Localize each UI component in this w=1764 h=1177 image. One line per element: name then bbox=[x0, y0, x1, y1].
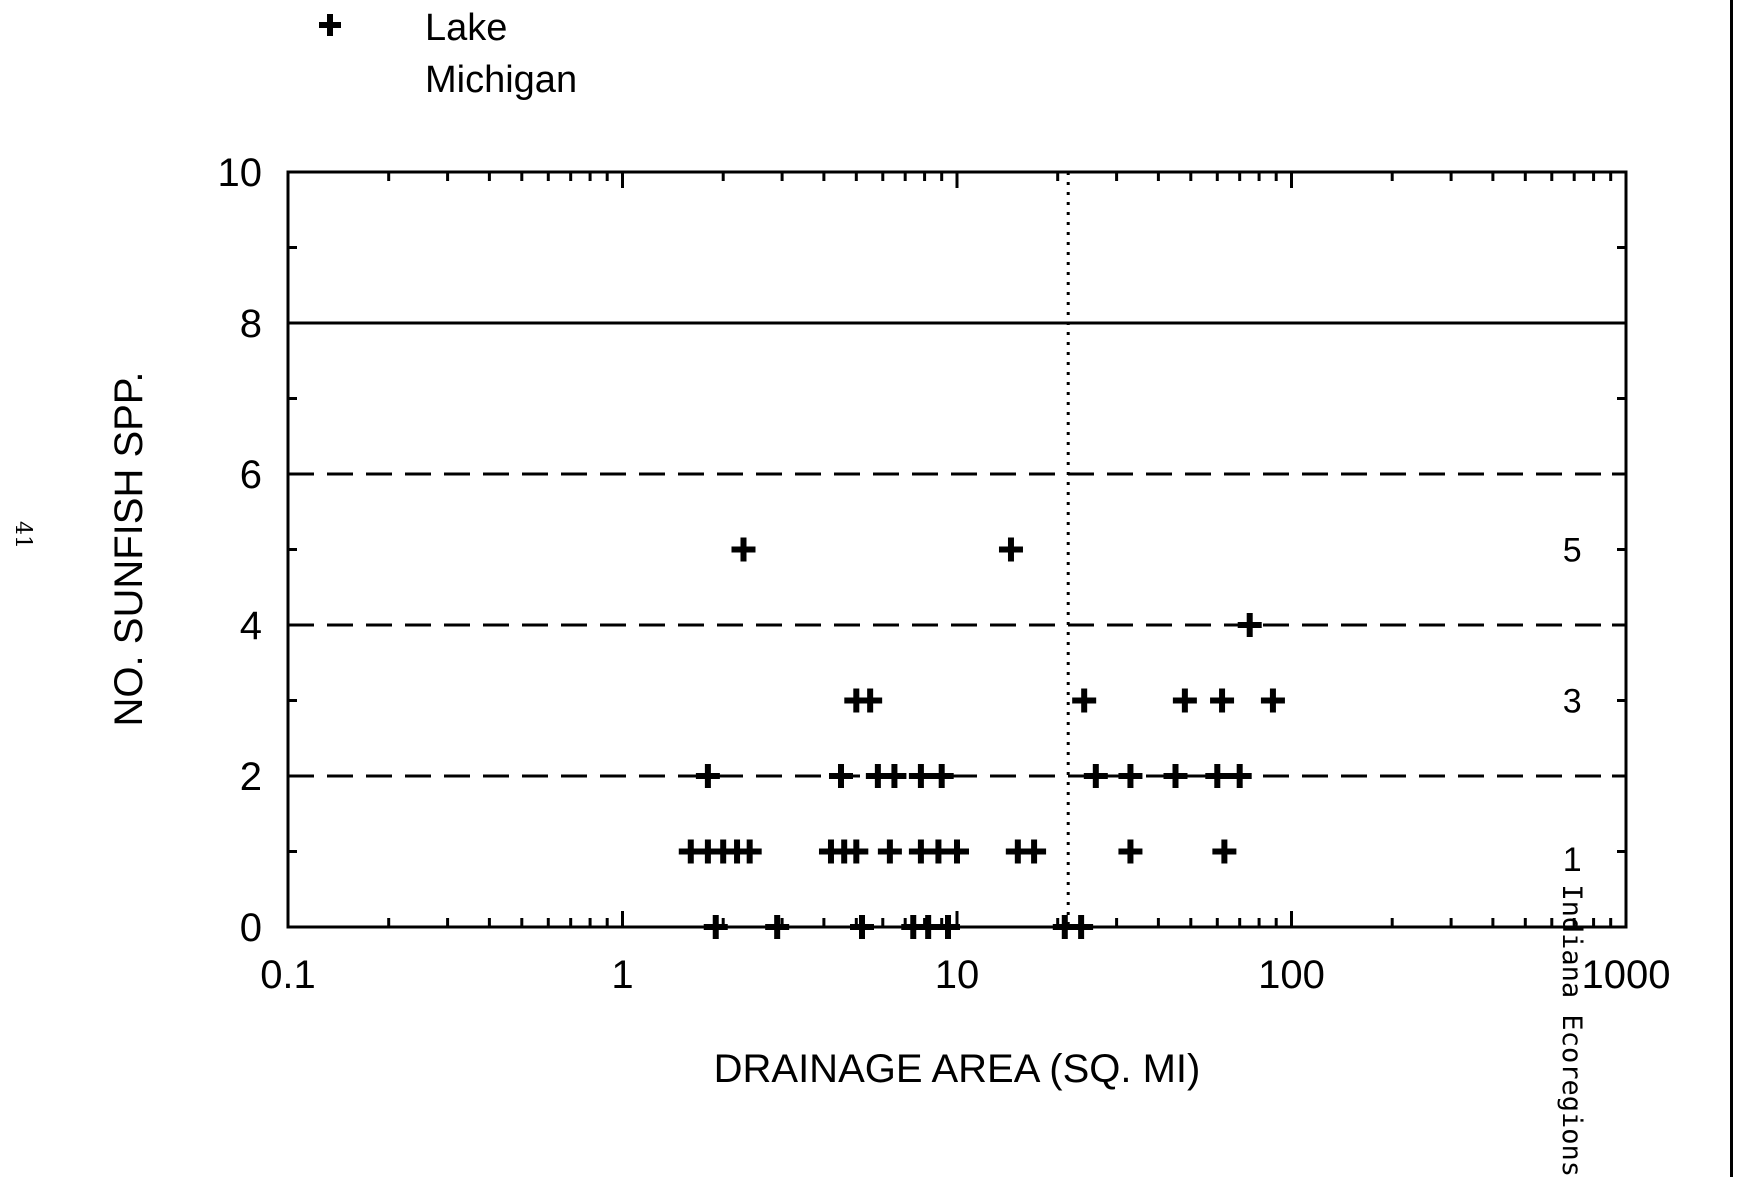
data-point bbox=[877, 839, 902, 864]
data-point bbox=[1172, 688, 1197, 713]
y-tick-label: 4 bbox=[240, 604, 262, 648]
data-point bbox=[998, 537, 1023, 562]
data-point bbox=[731, 537, 756, 562]
legend-marker bbox=[319, 14, 341, 36]
y-tick-label: 0 bbox=[240, 906, 262, 950]
data-point bbox=[1022, 839, 1047, 864]
data-point bbox=[703, 915, 728, 939]
x-tick-label: 100 bbox=[1258, 953, 1325, 997]
data-point bbox=[1237, 613, 1262, 637]
y-tick-label: 10 bbox=[218, 151, 263, 195]
y-axis: 0 2 4 6 8 10 bbox=[218, 151, 1626, 950]
data-point bbox=[765, 915, 790, 939]
data-point bbox=[945, 839, 969, 864]
data-points bbox=[678, 537, 1285, 939]
data-point bbox=[936, 915, 961, 939]
data-point bbox=[1212, 839, 1237, 864]
data-point bbox=[850, 915, 875, 939]
data-point bbox=[882, 764, 907, 788]
data-point bbox=[1118, 764, 1143, 788]
region-label: 1 bbox=[1563, 841, 1582, 879]
data-point bbox=[1227, 764, 1252, 788]
data-point bbox=[695, 764, 720, 788]
side-rule bbox=[1730, 0, 1733, 1177]
legend-label-line: Michigan bbox=[425, 59, 577, 101]
x-tick-label: 1000 bbox=[1582, 953, 1671, 997]
x-axis-label: DRAINAGE AREA (SQ. MI) bbox=[714, 1047, 1201, 1091]
legend: Lake Michigan bbox=[319, 7, 577, 101]
data-point bbox=[1163, 764, 1188, 788]
region-annotations: 5 3 1 bbox=[1563, 532, 1582, 880]
data-point bbox=[829, 764, 853, 788]
data-point bbox=[908, 764, 933, 788]
data-point bbox=[1260, 688, 1285, 713]
plot-frame bbox=[286, 170, 1628, 929]
x-axis: 0.1 1 10 100 1000 bbox=[260, 172, 1670, 997]
reference-lines bbox=[288, 172, 1626, 927]
data-point bbox=[858, 688, 883, 713]
region-label: 3 bbox=[1563, 683, 1582, 721]
legend-label-line: Lake bbox=[425, 7, 507, 49]
side-note: Indiana Ecoregions bbox=[1556, 884, 1587, 1177]
data-point bbox=[844, 839, 869, 864]
data-point bbox=[1118, 839, 1143, 864]
data-point bbox=[1083, 764, 1108, 788]
x-tick-label: 1 bbox=[611, 953, 633, 997]
y-tick-label: 6 bbox=[240, 453, 262, 497]
region-label: 5 bbox=[1563, 532, 1582, 570]
data-point bbox=[737, 839, 762, 864]
data-point bbox=[1205, 764, 1230, 788]
y-axis-label: NO. SUNFISH SPP. bbox=[107, 372, 151, 727]
data-point bbox=[1072, 688, 1097, 713]
y-tick-label: 8 bbox=[240, 302, 262, 346]
data-point bbox=[929, 764, 954, 788]
x-tick-label: 0.1 bbox=[260, 953, 316, 997]
data-point bbox=[1069, 915, 1094, 939]
legend-label: Lake Michigan bbox=[425, 7, 577, 101]
y-tick-label: 2 bbox=[240, 755, 262, 799]
x-tick-label: 10 bbox=[935, 953, 980, 997]
page-number: 41 bbox=[10, 521, 35, 549]
data-point bbox=[1210, 688, 1235, 713]
